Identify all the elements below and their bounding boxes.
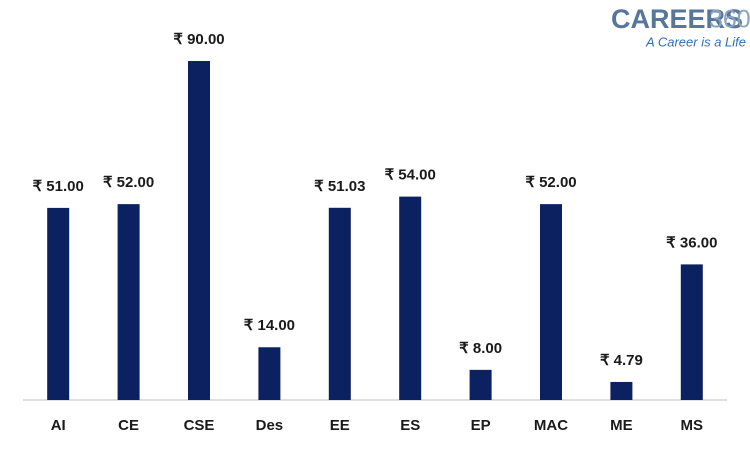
bar (188, 61, 210, 400)
x-tick-label: EE (330, 417, 350, 434)
x-tick-label: CSE (184, 417, 215, 434)
bar (258, 347, 281, 400)
logo-brand: CAREERS (611, 4, 743, 34)
x-tick-label: CE (118, 417, 139, 434)
x-tick-label: ES (400, 417, 420, 434)
x-tick-label: EP (471, 417, 491, 434)
data-label: ₹ 36.00 (666, 234, 717, 251)
bar (328, 207, 351, 400)
x-tick-label: Des (256, 417, 284, 434)
data-label: ₹ 54.00 (385, 167, 436, 184)
data-label: ₹ 14.00 (244, 317, 295, 334)
bar (117, 204, 140, 400)
logo-number: 360 (709, 6, 750, 34)
bar (540, 204, 562, 400)
bar (680, 264, 703, 400)
data-label: ₹ 8.00 (459, 340, 502, 357)
bar (47, 207, 70, 400)
data-label: ₹ 4.79 (600, 352, 643, 369)
data-label: ₹ 51.03 (314, 178, 365, 195)
bar (469, 369, 492, 400)
x-tick-label: ME (610, 417, 633, 434)
bar (399, 196, 422, 400)
bar (610, 381, 633, 400)
x-tick-label: MS (681, 417, 704, 434)
x-tick-label: AI (51, 417, 66, 434)
x-tick-label: MAC (534, 417, 568, 434)
logo-tagline: A Career is a Life (645, 34, 746, 49)
data-label: ₹ 90.00 (173, 31, 224, 48)
data-label: ₹ 52.00 (103, 174, 154, 191)
data-label: ₹ 51.00 (33, 178, 84, 195)
data-label: ₹ 52.00 (525, 174, 576, 191)
